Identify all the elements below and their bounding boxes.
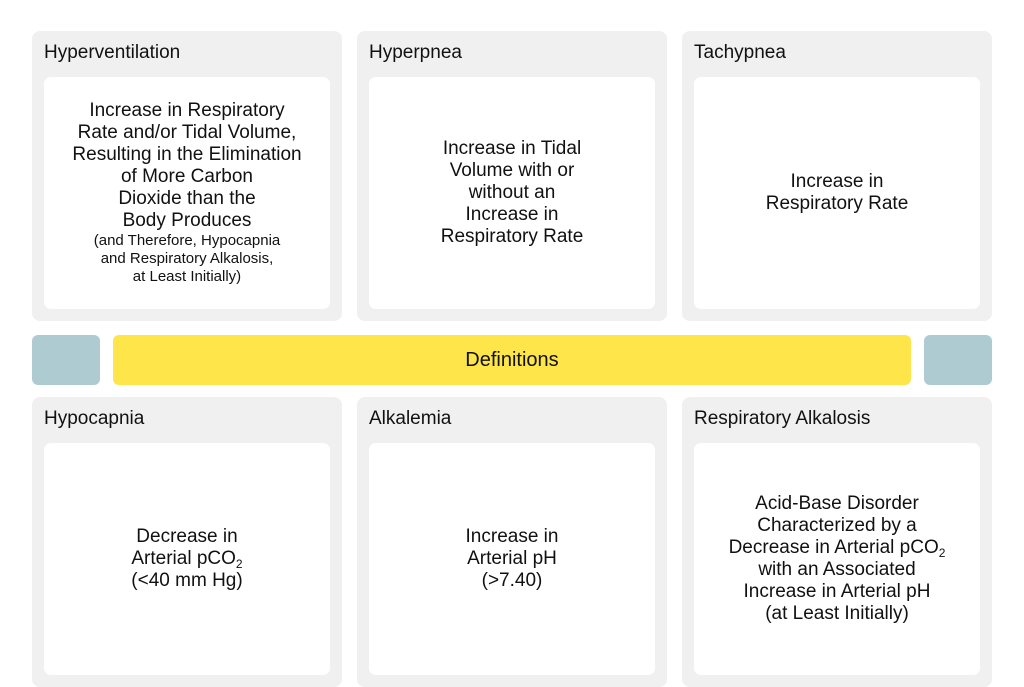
definition-box: Increase in Respiratory Rate bbox=[694, 77, 980, 309]
definition-line: Increase in bbox=[790, 171, 884, 192]
definition-line: Body Produces bbox=[122, 210, 252, 231]
definition-note-line: at Least Initially) bbox=[132, 268, 242, 285]
panel-title: Alkalemia bbox=[369, 408, 452, 429]
definition-line: Increase in bbox=[465, 526, 559, 547]
definition-line: Increase in Respiratory bbox=[89, 100, 285, 121]
panel-hypocapnia: Hypocapnia Decrease in Arterial pCO2 (<4… bbox=[32, 397, 342, 687]
definitions-banner: Definitions bbox=[113, 335, 911, 385]
definition-line: Rate and/or Tidal Volume, bbox=[77, 122, 297, 143]
definition-text: Increase in Respiratory Rate bbox=[766, 171, 909, 215]
panel-title: Respiratory Alkalosis bbox=[694, 408, 871, 429]
definition-line: (at Least Initially) bbox=[765, 603, 909, 624]
definition-line: Acid-Base Disorder bbox=[755, 493, 919, 514]
panel-tachypnea: Tachypnea Increase in Respiratory Rate bbox=[682, 31, 992, 321]
panel-title: Hyperventilation bbox=[44, 42, 181, 63]
definition-line: (>7.40) bbox=[481, 570, 543, 591]
panel-hyperpnea: Hyperpnea Increase in Tidal Volume with … bbox=[357, 31, 667, 321]
definition-line: Decrease in Arterial pCO2 bbox=[729, 537, 946, 559]
definition-line: Decrease in bbox=[136, 526, 238, 547]
definition-text: Increase in Tidal Volume with or without… bbox=[441, 138, 584, 248]
right-accent-block bbox=[924, 335, 992, 385]
definition-line: Volume with or bbox=[449, 160, 575, 181]
definition-line: (<40 mm Hg) bbox=[131, 570, 243, 591]
definition-box: Acid-Base Disorder Characterized by a De… bbox=[694, 443, 980, 675]
panel-hyperventilation: Hyperventilation Increase in Respiratory… bbox=[32, 31, 342, 321]
definition-box: Increase in Tidal Volume with or without… bbox=[369, 77, 655, 309]
subscript: 2 bbox=[938, 546, 946, 560]
definition-line: of More Carbon bbox=[120, 166, 253, 187]
definition-text: Decrease in Arterial pCO2 (<40 mm Hg) bbox=[131, 526, 242, 592]
definition-box: Decrease in Arterial pCO2 (<40 mm Hg) bbox=[44, 443, 330, 675]
definition-line: Dioxide than the bbox=[118, 188, 256, 209]
definition-line: Increase in bbox=[465, 204, 559, 225]
definition-text: Increase in Respiratory Rate and/or Tida… bbox=[72, 100, 301, 286]
definition-note-line: and Respiratory Alkalosis, bbox=[100, 250, 274, 267]
panel-alkalemia: Alkalemia Increase in Arterial pH (>7.40… bbox=[357, 397, 667, 687]
definition-line: Respiratory Rate bbox=[440, 226, 584, 247]
left-accent-block bbox=[32, 335, 100, 385]
definition-line: Arterial pCO2 bbox=[131, 548, 242, 570]
definition-text-fragment: Arterial pCO bbox=[131, 548, 236, 569]
definition-line: Resulting in the Elimination bbox=[72, 144, 302, 165]
definition-line: with an Associated bbox=[758, 559, 916, 580]
definition-text-fragment: Decrease in Arterial pCO bbox=[728, 537, 939, 558]
panel-title: Tachypnea bbox=[694, 42, 786, 63]
subscript: 2 bbox=[235, 557, 243, 571]
definition-line: without an bbox=[468, 182, 556, 203]
definition-text: Acid-Base Disorder Characterized by a De… bbox=[729, 493, 946, 625]
definition-line: Increase in Tidal bbox=[442, 138, 582, 159]
definition-box: Increase in Respiratory Rate and/or Tida… bbox=[44, 77, 330, 309]
definition-line: Arterial pH bbox=[467, 548, 557, 569]
panel-respiratory-alkalosis: Respiratory Alkalosis Acid-Base Disorder… bbox=[682, 397, 992, 687]
definition-line: Characterized by a bbox=[757, 515, 917, 536]
definition-box: Increase in Arterial pH (>7.40) bbox=[369, 443, 655, 675]
definition-note-line: (and Therefore, Hypocapnia bbox=[93, 232, 281, 249]
definition-line: Increase in Arterial pH bbox=[743, 581, 931, 602]
panel-title: Hyperpnea bbox=[369, 42, 462, 63]
panel-title: Hypocapnia bbox=[44, 408, 145, 429]
definition-text: Increase in Arterial pH (>7.40) bbox=[466, 526, 559, 592]
definition-line: Respiratory Rate bbox=[765, 193, 909, 214]
